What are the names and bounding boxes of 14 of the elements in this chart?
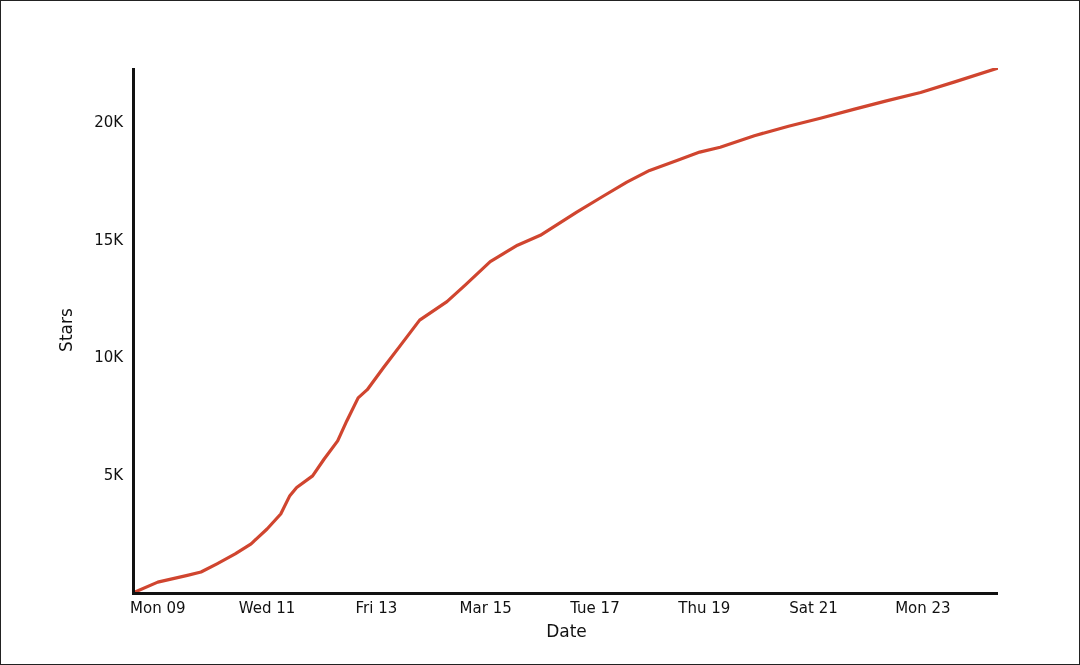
x-tick-label: Sat 21	[789, 598, 838, 617]
x-tick-label: Tue 17	[569, 598, 620, 617]
y-tick-label: 15K	[94, 230, 125, 249]
x-tick-label: Mon 23	[895, 598, 951, 617]
x-tick-label: Thu 19	[677, 598, 731, 617]
x-tick-label: Mar 15	[459, 598, 512, 617]
y-tick-label: 20K	[94, 113, 125, 132]
x-tick-label: Wed 11	[238, 598, 296, 617]
y-tick-label: 10K	[94, 348, 125, 367]
x-axis-title: Date	[546, 621, 587, 642]
x-tick-label: Fri 13	[355, 598, 398, 617]
y-tick-label: 5K	[103, 465, 125, 484]
x-tick-label: Mon 09	[130, 598, 186, 617]
y-axis-title: Stars	[55, 308, 76, 352]
